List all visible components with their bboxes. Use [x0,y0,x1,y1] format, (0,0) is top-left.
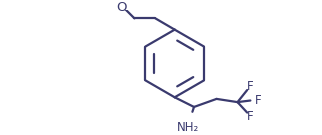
Text: F: F [247,110,254,123]
Text: NH₂: NH₂ [176,122,199,134]
Text: F: F [247,80,254,92]
Text: F: F [255,94,262,107]
Text: O: O [116,1,127,14]
